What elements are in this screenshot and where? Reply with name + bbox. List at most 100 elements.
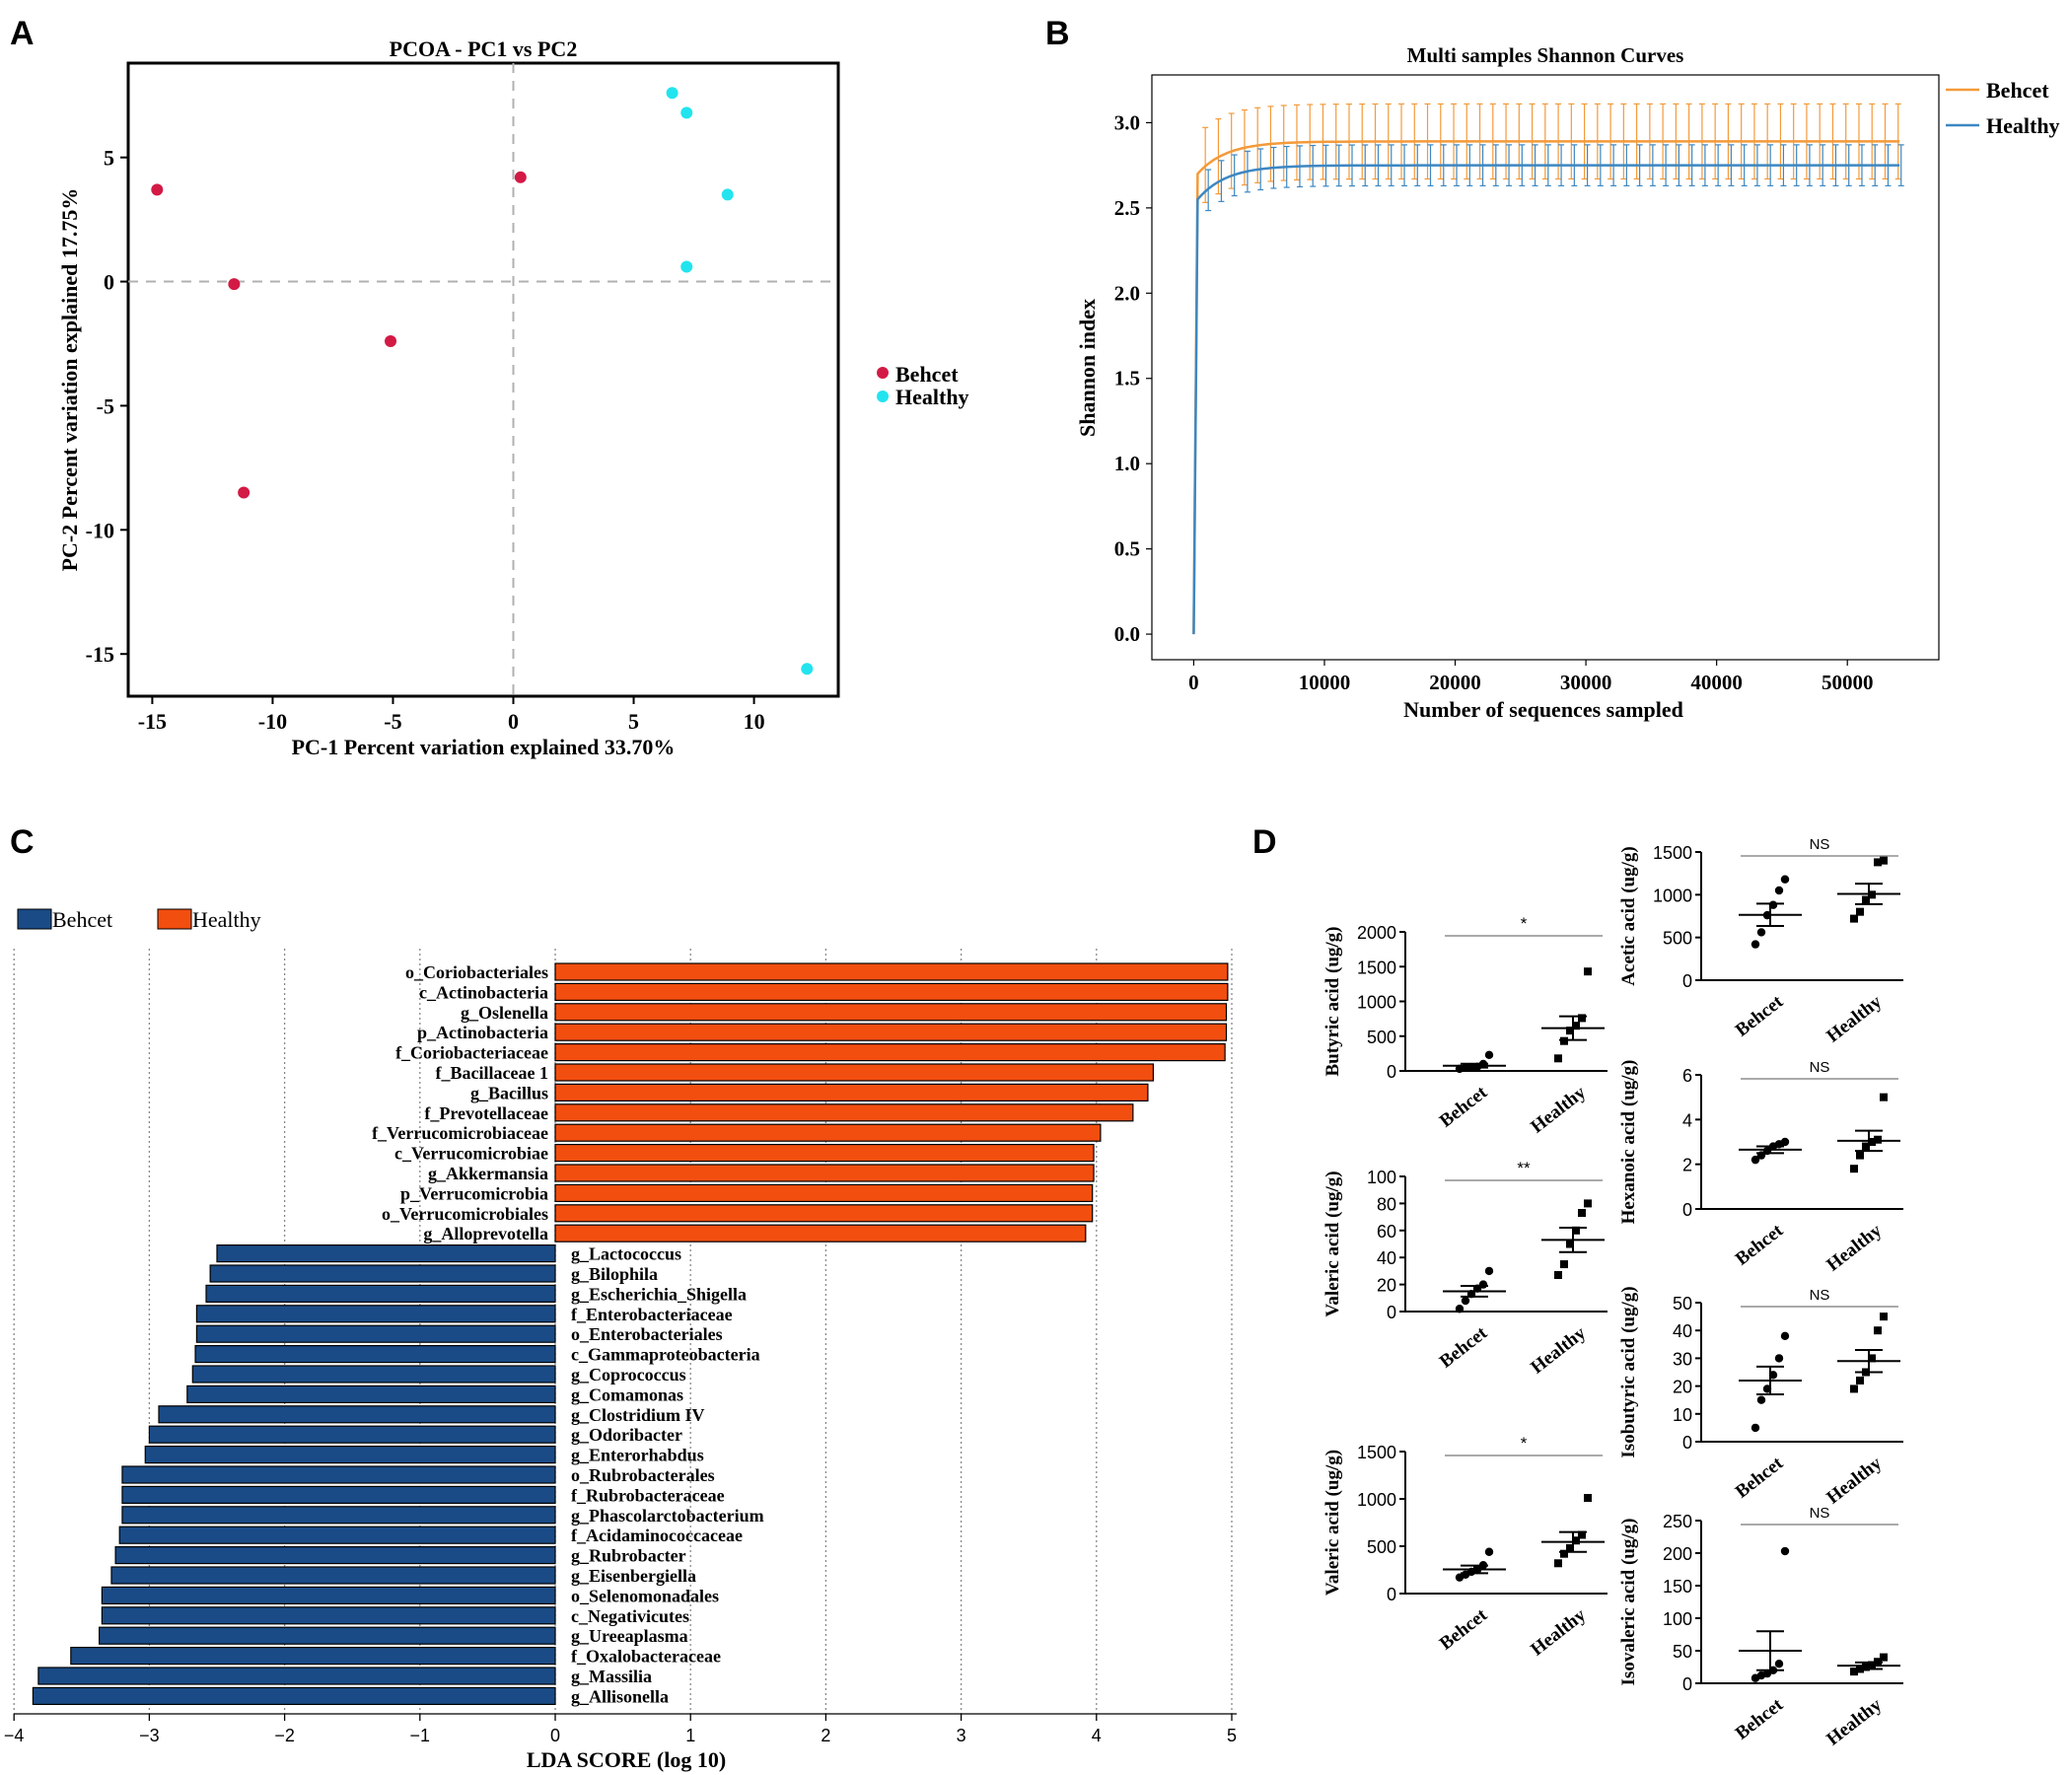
lda-bar-g_Eisenbergiella [110, 1566, 556, 1585]
scfa-ytick-label: 60 [1377, 1222, 1396, 1242]
pcoa-point-healthy [801, 663, 814, 675]
lda-xtick-label: 3 [957, 1726, 966, 1745]
scfa-ytick-label: 1000 [1357, 993, 1396, 1013]
lda-bar-g_Rubrobacter [114, 1545, 556, 1565]
lda-bar-p_Actinobacteria [554, 1023, 1228, 1041]
scfa-point-healthy [1566, 1240, 1574, 1248]
scfa-ytick-label: 0 [1682, 1200, 1692, 1220]
lda-bar-g_Allisonella [32, 1686, 556, 1706]
scfa-point-behcet [1756, 928, 1766, 937]
lda-xtick-label: 5 [1227, 1726, 1237, 1745]
scfa-ylabel: Valeric acid (ug/g) [1322, 1450, 1343, 1596]
lda-xtick-label: 1 [685, 1726, 695, 1745]
scfa-point-healthy [1874, 1326, 1882, 1335]
lda-bar-f_Coriobacteriaceae [554, 1042, 1226, 1062]
scfa-category-label: Behcet [1732, 1220, 1788, 1270]
scfa-ytick-label: 20 [1673, 1378, 1692, 1397]
lda-bar-g_Clostridium IV [158, 1405, 556, 1424]
shannon-frame [1151, 74, 1940, 661]
scfa-ytick-label: 6 [1682, 1066, 1692, 1086]
shannon-xtick-label: 20000 [1429, 671, 1481, 694]
panel-label-a: A [10, 15, 35, 52]
lda-legend: Behcet Healthy [17, 907, 261, 932]
scfa-point-healthy [1850, 1668, 1858, 1676]
scfa-point-healthy [1868, 1354, 1876, 1363]
scfa-point-behcet [1780, 1546, 1790, 1556]
lda-bar-c_Actinobacteria [554, 982, 1229, 1002]
scfa-point-behcet [1774, 886, 1784, 895]
lda-xtick-label: −3 [139, 1726, 160, 1745]
pcoa-ylabel: PC-2 Percent variation explained 17.75% [57, 188, 82, 572]
shannon-ytick-label: 2.0 [1114, 281, 1140, 305]
scfa-ytick-label: 100 [1663, 1609, 1692, 1629]
lda-bar-g_Oslenella [554, 1003, 1228, 1022]
lda-chart: Behcet Healthy o_Coriobacterialesc_Actin… [4, 907, 1237, 1772]
pcoa-title: PCOA - PC1 vs PC2 [390, 36, 578, 61]
scfa-plot-valeric1: 0 20 40 60 80 100 Valeric acid (ug/g) ** Behcet H… [1322, 1159, 1608, 1379]
lda-label: o_Enterobacteriales [571, 1324, 723, 1344]
shannon-curve-behcet [1192, 140, 1900, 635]
scfa-ytick-label: 2 [1682, 1156, 1692, 1175]
scfa-sig-label: * [1521, 1434, 1528, 1453]
scfa-point-healthy [1572, 1022, 1580, 1030]
scfa-category-label: Behcet [1732, 1453, 1788, 1503]
shannon-title: Multi samples Shannon Curves [1407, 43, 1684, 67]
lda-bar-o_Rubrobacterales [121, 1465, 556, 1484]
lda-label: g_Phascolarctobacterium [571, 1506, 764, 1526]
scfa-category-label: Healthy [1822, 1453, 1886, 1508]
scfa-point-healthy [1862, 1663, 1870, 1671]
scfa-plot-butyric: 0 500 1000 1500 2000 Butyric acid (ug/g) * Behc… [1322, 914, 1608, 1138]
pcoa-frame [126, 61, 840, 698]
lda-xtick-label: −1 [410, 1726, 431, 1745]
scfa-point-behcet [1750, 1155, 1760, 1165]
scfa-plot-valeric2: 0 500 1000 1500 Valeric acid (ug/g) * Behcet He… [1322, 1434, 1608, 1661]
legend-healthy-label: Healthy [895, 385, 969, 409]
pcoa-ytick-label: 5 [104, 146, 114, 171]
scfa-sig-label: ** [1517, 1159, 1531, 1177]
lda-label: g_Bilophila [571, 1264, 658, 1284]
legend-healthy-marker [877, 390, 889, 402]
lda-xtick-label: 4 [1092, 1726, 1102, 1745]
scfa-point-behcet [1461, 1296, 1470, 1306]
scfa-point-healthy [1850, 1165, 1858, 1173]
scfa-category-label: Healthy [1527, 1604, 1590, 1660]
lda-bar-p_Verrucomicrobia [554, 1183, 1094, 1203]
scfa-ytick-label: 4 [1682, 1110, 1692, 1130]
lda-bar-g_Alloprevotella [554, 1224, 1087, 1242]
scfa-ytick-label: 1500 [1357, 958, 1396, 977]
lda-label: g_Allisonella [571, 1686, 669, 1706]
lda-bar-g_Lactococcus [216, 1243, 556, 1263]
lda-label: f_Acidaminococcaceae [571, 1526, 743, 1545]
lda-xtick-label: 0 [550, 1726, 560, 1745]
lda-label: p_Verrucomicrobia [400, 1183, 548, 1203]
scfa-ytick-label: 0 [1387, 1585, 1396, 1604]
scfa-sig-label: NS [1810, 1059, 1830, 1076]
scfa-category-label: Healthy [1527, 1322, 1590, 1378]
pcoa-ytick-label: -10 [86, 518, 114, 542]
legend-healthy-swatch [157, 908, 192, 930]
lda-bar-g_Phascolarctobacterium [121, 1506, 556, 1525]
scfa-point-healthy [1584, 1199, 1592, 1208]
scfa-ytick-label: 250 [1663, 1512, 1692, 1531]
lda-label: p_Actinobacteria [417, 1023, 548, 1042]
scfa-ytick-label: 500 [1367, 1537, 1396, 1557]
scfa-point-healthy [1880, 1313, 1888, 1321]
lda-label: g_Ureeaplasma [571, 1626, 688, 1646]
lda-bar-f_Rubrobacteraceae [121, 1485, 556, 1505]
scfa-ytick-label: 50 [1673, 1642, 1692, 1662]
lda-label: f_Prevotellaceae [424, 1103, 548, 1123]
lda-xtick-label: 2 [821, 1726, 830, 1745]
lda-label: f_Verrucomicrobiaceae [372, 1123, 548, 1143]
pcoa-ytick-label: -5 [97, 393, 114, 418]
lda-label: g_Enterorhabdus [571, 1446, 704, 1465]
lda-label: g_Clostridium IV [571, 1405, 705, 1425]
scfa-point-healthy [1874, 1135, 1882, 1144]
scfa-plot-hexanoic: 0 2 4 6 Hexanoic acid (ug/g) NS Behcet Healthy [1618, 1059, 1903, 1276]
lda-label: g_Odoribacter [571, 1425, 682, 1445]
lda-label: f_Enterobacteriaceae [571, 1305, 733, 1324]
scfa-point-healthy [1572, 1226, 1580, 1235]
pcoa-ytick-label: 0 [104, 270, 114, 295]
scfa-category-label: Behcet [1436, 1604, 1492, 1655]
